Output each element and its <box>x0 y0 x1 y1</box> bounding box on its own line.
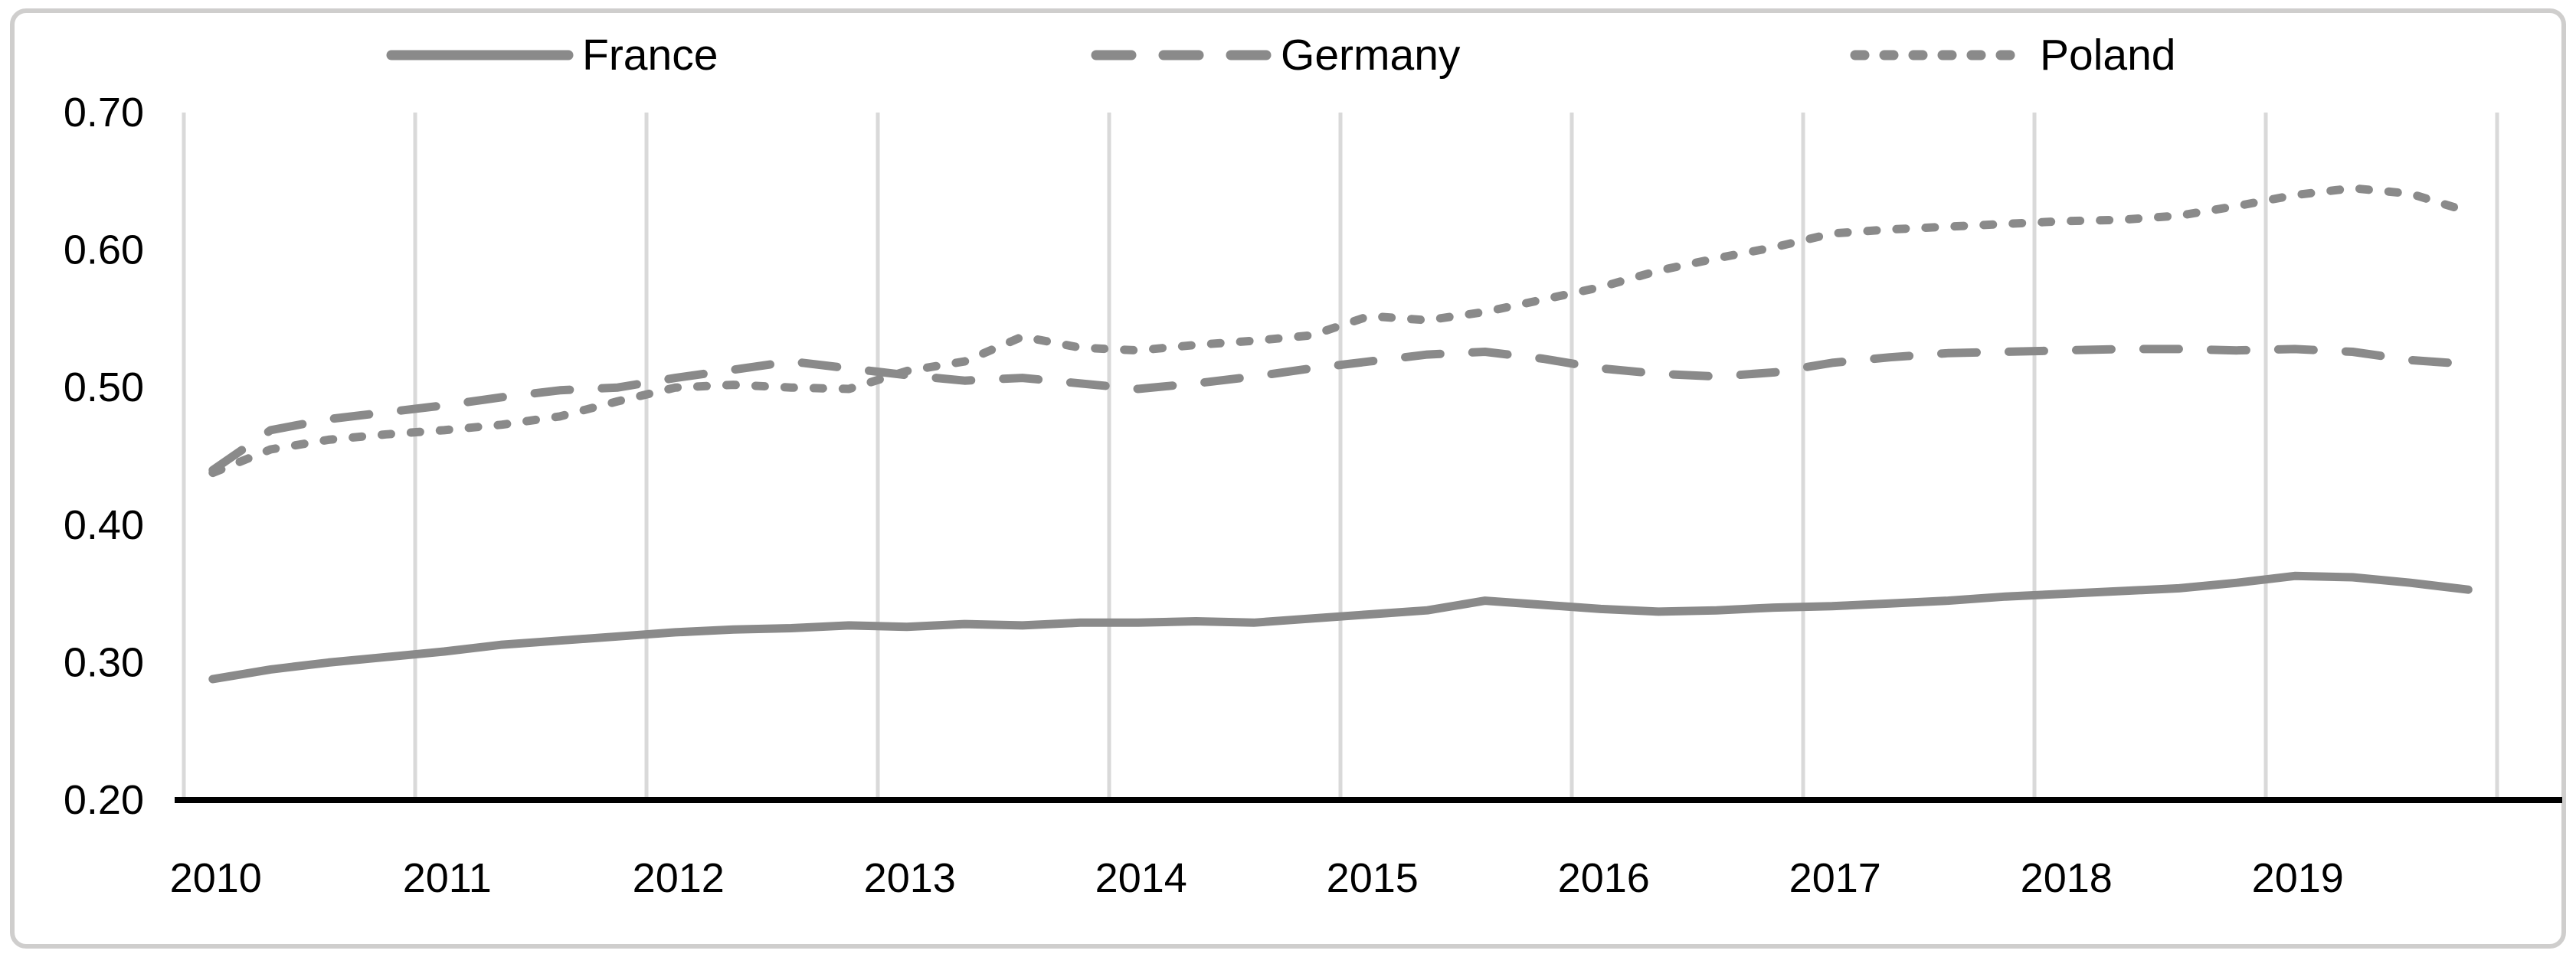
x-tick-label: 2011 <box>403 855 492 901</box>
x-tick-label: 2016 <box>1558 855 1650 901</box>
x-tick-label: 2017 <box>1789 855 1881 901</box>
legend-label: Germany <box>1281 31 1461 80</box>
x-tick-label: 2014 <box>1095 855 1187 901</box>
legend-item-france: France <box>386 31 718 80</box>
y-tick-label: 0.20 <box>64 777 144 823</box>
x-tick-label: 2012 <box>633 855 725 901</box>
x-tick-label: 2010 <box>170 855 262 901</box>
y-tick-label: 0.60 <box>64 227 144 273</box>
series-line-poland <box>208 184 2473 478</box>
legend-item-germany: Germany <box>1091 31 1461 80</box>
y-tick-label: 0.30 <box>64 639 144 685</box>
y-tick-label: 0.40 <box>64 502 144 548</box>
y-tick-label: 0.50 <box>64 364 144 410</box>
legend-label: France <box>582 31 718 80</box>
legend-item-poland: Poland <box>1850 31 2176 80</box>
x-tick-label: 2019 <box>2252 855 2344 901</box>
series-line-france <box>208 571 2473 684</box>
x-tick-label: 2013 <box>864 855 956 901</box>
y-tick-label: 0.70 <box>64 90 144 136</box>
legend-label: Poland <box>2040 31 2176 80</box>
x-tick-label: 2015 <box>1327 855 1419 901</box>
series-line-germany <box>208 345 2473 475</box>
x-tick-label: 2018 <box>2021 855 2113 901</box>
figure-border <box>10 8 2566 949</box>
